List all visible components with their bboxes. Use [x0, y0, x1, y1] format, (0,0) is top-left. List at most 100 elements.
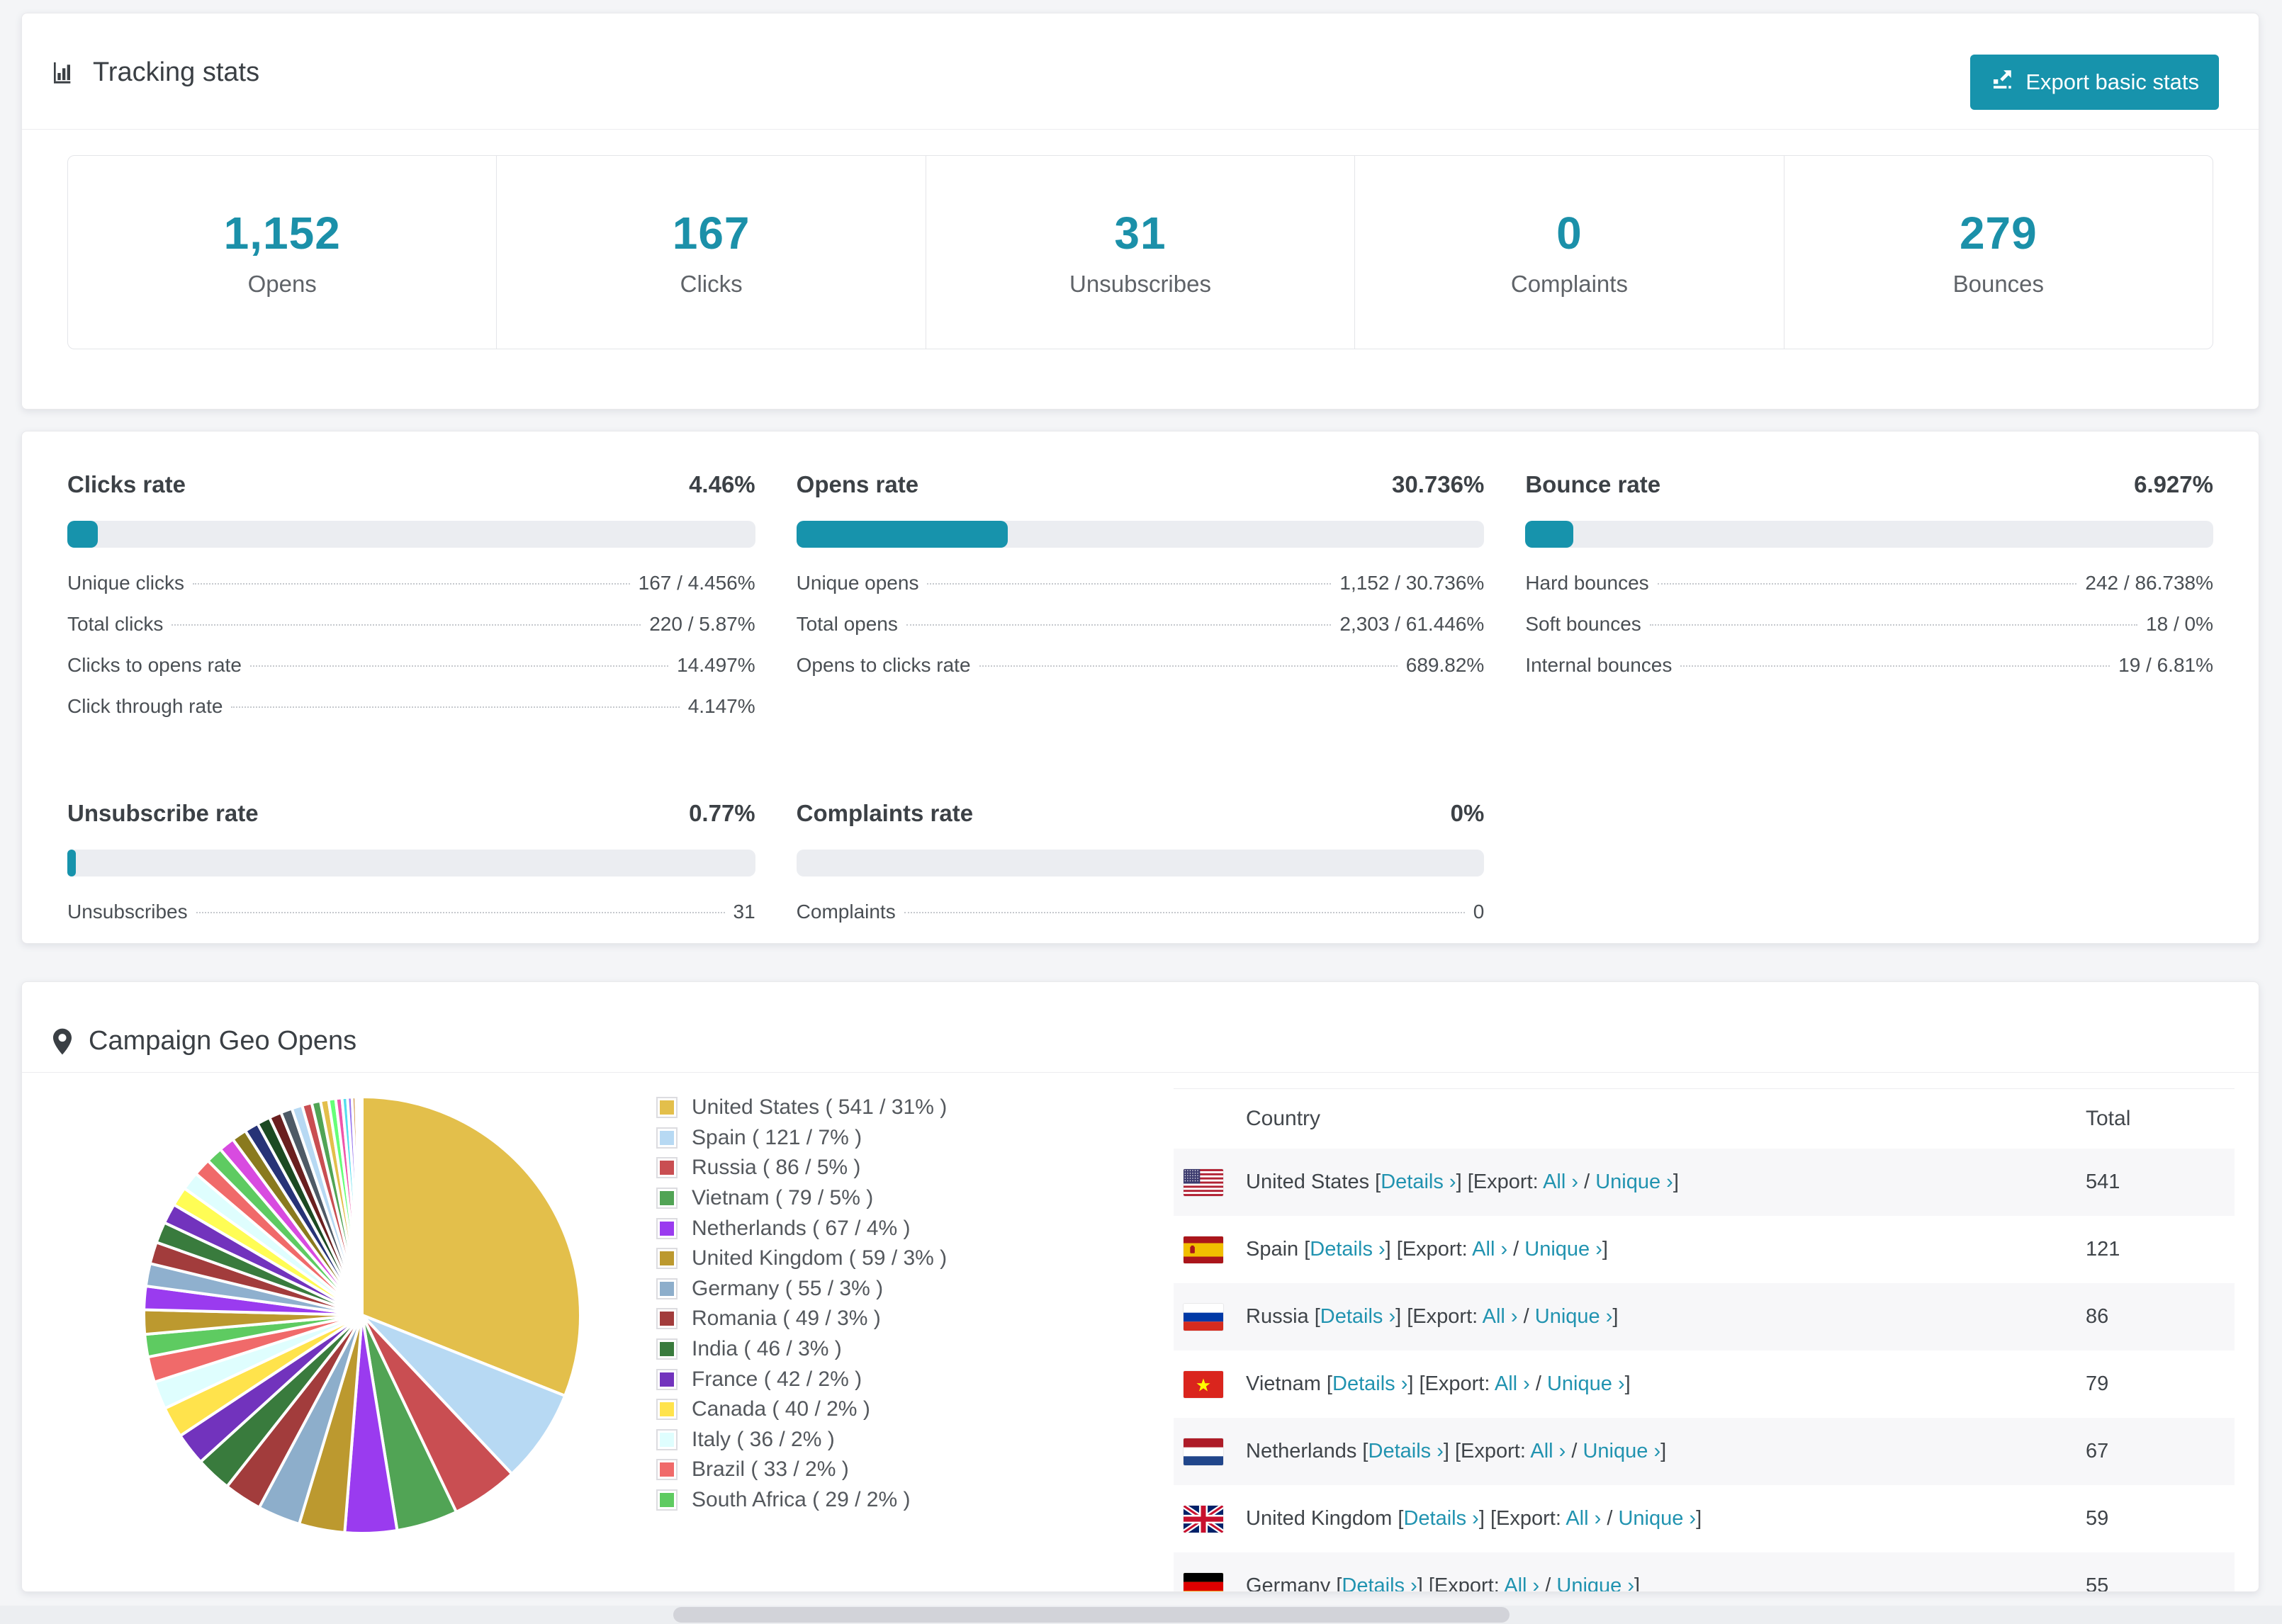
panel-title: Complaints rate [796, 800, 974, 826]
legend-item-united-kingdom[interactable]: United Kingdom ( 59 / 3% ) [656, 1244, 947, 1274]
legend-item-canada[interactable]: Canada ( 40 / 2% ) [656, 1394, 947, 1425]
legend-label: United Kingdom ( 59 / 3% ) [692, 1246, 948, 1270]
country-cell: Vietnam [Details ›] [Export: All › / Uni… [1223, 1372, 2086, 1396]
details-link[interactable]: Details › [1332, 1372, 1408, 1395]
legend-label: Germany ( 55 / 3% ) [692, 1276, 884, 1300]
legend-item-france[interactable]: France ( 42 / 2% ) [656, 1364, 947, 1394]
legend-item-united-states[interactable]: United States ( 541 / 31% ) [656, 1093, 947, 1123]
panel-title: Opens rate [796, 471, 919, 497]
detail-row: Internal bounces 19 / 6.81% [1525, 654, 2213, 695]
export-unique-link[interactable]: Unique › [1583, 1440, 1661, 1462]
detail-value: 220 / 5.87% [649, 613, 755, 635]
rate-panel-complaints-rate: Complaints rate 0% Complaints 0 [796, 789, 1485, 942]
export-unique-link[interactable]: Unique › [1534, 1305, 1613, 1328]
export-all-link[interactable]: All › [1472, 1238, 1508, 1261]
table-row-vn: Vietnam [Details ›] [Export: All › / Uni… [1174, 1350, 2235, 1418]
dotted-leader [904, 912, 1465, 913]
details-link[interactable]: Details › [1342, 1574, 1417, 1592]
panel-header: Unsubscribe rate 0.77% [67, 789, 755, 827]
country-name: Netherlands [1246, 1440, 1357, 1462]
legend-label: Romania ( 49 / 3% ) [692, 1307, 881, 1331]
detail-value: 14.497% [677, 654, 755, 676]
horizontal-scrollbar[interactable] [0, 1606, 2282, 1624]
dotted-leader [172, 624, 641, 626]
detail-label: Soft bounces [1525, 613, 1641, 635]
panel-rows: Unsubscribes 31 [67, 901, 755, 942]
details-link[interactable]: Details › [1381, 1171, 1456, 1193]
dotted-leader [979, 665, 1398, 667]
export-all-link[interactable]: All › [1504, 1574, 1540, 1592]
export-unique-link[interactable]: Unique › [1546, 1372, 1625, 1395]
rate-panel-opens-rate: Opens rate 30.736% Unique opens 1,152 / 30.… [796, 460, 1485, 695]
dotted-leader [231, 706, 680, 708]
details-link[interactable]: Details › [1310, 1238, 1386, 1261]
separator-text: / [1529, 1372, 1547, 1395]
details-link[interactable]: Details › [1403, 1507, 1479, 1530]
flag-vn-icon [1184, 1370, 1223, 1398]
details-link[interactable]: Details › [1320, 1305, 1396, 1328]
legend-swatch [656, 1278, 678, 1299]
stat-label: Complaints [1510, 271, 1628, 297]
legend-item-italy[interactable]: Italy ( 36 / 2% ) [656, 1425, 947, 1455]
stat-cell-complaints: 0 Complaints [1354, 156, 1783, 349]
legend-item-south-africa[interactable]: South Africa ( 29 / 2% ) [656, 1485, 947, 1516]
export-all-link[interactable]: All › [1543, 1171, 1579, 1193]
legend-item-vietnam[interactable]: Vietnam ( 79 / 5% ) [656, 1183, 947, 1214]
detail-row: Complaints 0 [797, 901, 1485, 942]
export-all-link[interactable]: All › [1494, 1372, 1530, 1395]
campaign-geo-opens-card: Campaign Geo Opens United States ( 541 /… [21, 981, 2259, 1592]
detail-value: 0 [1473, 901, 1485, 923]
legend-item-brazil[interactable]: Brazil ( 33 / 2% ) [656, 1455, 947, 1485]
bracket-text: ] [Export: [1478, 1507, 1566, 1530]
pie-slice-united-states[interactable] [361, 1095, 582, 1398]
tracking-stats-card: Tracking stats Export basic stats 1,152 O… [21, 13, 2259, 410]
detail-label: Unique clicks [67, 572, 184, 594]
legend-swatch [656, 1308, 678, 1330]
panel-value: 30.736% [1392, 471, 1485, 497]
detail-label: Opens to clicks rate [796, 654, 971, 676]
pie-slice-spain[interactable] [361, 1314, 567, 1476]
dotted-leader [906, 624, 1332, 626]
separator-text: / [1566, 1440, 1583, 1462]
total-value: 59 [2086, 1507, 2109, 1530]
campaign-geo-opens-header: Campaign Geo Opens [50, 1026, 356, 1056]
dotted-leader [1657, 583, 2077, 585]
country-cell: Spain [Details ›] [Export: All › / Uniqu… [1223, 1238, 2086, 1261]
dotted-leader [1680, 665, 2110, 667]
legend-item-germany[interactable]: Germany ( 55 / 3% ) [656, 1274, 947, 1304]
legend-swatch [656, 1459, 678, 1481]
separator-text: / [1601, 1507, 1619, 1530]
legend-label: South Africa ( 29 / 2% ) [692, 1488, 911, 1512]
horizontal-scrollbar-thumb[interactable] [673, 1607, 1510, 1623]
detail-row: Clicks to opens rate 14.497% [67, 654, 755, 695]
legend-item-india[interactable]: India ( 46 / 3% ) [656, 1334, 947, 1365]
details-link[interactable]: Details › [1368, 1440, 1444, 1462]
export-all-link[interactable]: All › [1482, 1305, 1518, 1328]
country-name: United Kingdom [1246, 1507, 1393, 1530]
panel-title: Unsubscribe rate [67, 800, 259, 826]
export-all-link[interactable]: All › [1530, 1440, 1566, 1462]
panel-value: 6.927% [2134, 471, 2213, 497]
country-name: Vietnam [1246, 1372, 1321, 1395]
bracket-text: [ [1320, 1372, 1332, 1395]
country-column-header: Country [1246, 1107, 1321, 1130]
legend-swatch [656, 1127, 678, 1149]
export-unique-link[interactable]: Unique › [1595, 1171, 1673, 1193]
table-row-gb: United Kingdom [Details ›] [Export: All … [1174, 1485, 2235, 1552]
legend-item-russia[interactable]: Russia ( 86 / 5% ) [656, 1153, 947, 1183]
bracket-text: ] [Export: [1443, 1440, 1531, 1462]
export-unique-link[interactable]: Unique › [1618, 1507, 1697, 1530]
stat-label: Clicks [680, 271, 743, 297]
geo-opens-table: Country Total United States [Details ›] … [1174, 1088, 2235, 1592]
country-cell: United States [Details ›] [Export: All ›… [1223, 1171, 2086, 1194]
export-basic-stats-button[interactable]: Export basic stats [1970, 55, 2219, 110]
legend-swatch [656, 1489, 678, 1511]
panel-rows: Unique opens 1,152 / 30.736% Total opens 2,… [797, 572, 1485, 695]
legend-item-spain[interactable]: Spain ( 121 / 7% ) [656, 1123, 947, 1154]
export-unique-link[interactable]: Unique › [1524, 1238, 1602, 1261]
export-all-link[interactable]: All › [1566, 1507, 1602, 1530]
legend-item-netherlands[interactable]: Netherlands ( 67 / 4% ) [656, 1213, 947, 1244]
legend-item-romania[interactable]: Romania ( 49 / 3% ) [656, 1304, 947, 1334]
flag-gb-icon [1184, 1505, 1223, 1533]
export-unique-link[interactable]: Unique › [1556, 1574, 1634, 1592]
